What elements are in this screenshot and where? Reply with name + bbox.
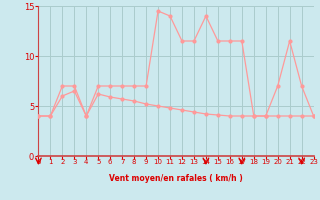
X-axis label: Vent moyen/en rafales ( km/h ): Vent moyen/en rafales ( km/h ) bbox=[109, 174, 243, 183]
